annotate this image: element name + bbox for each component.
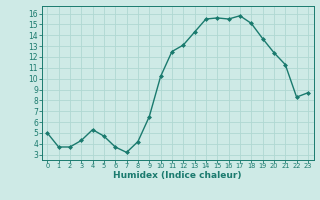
X-axis label: Humidex (Indice chaleur): Humidex (Indice chaleur)	[113, 171, 242, 180]
